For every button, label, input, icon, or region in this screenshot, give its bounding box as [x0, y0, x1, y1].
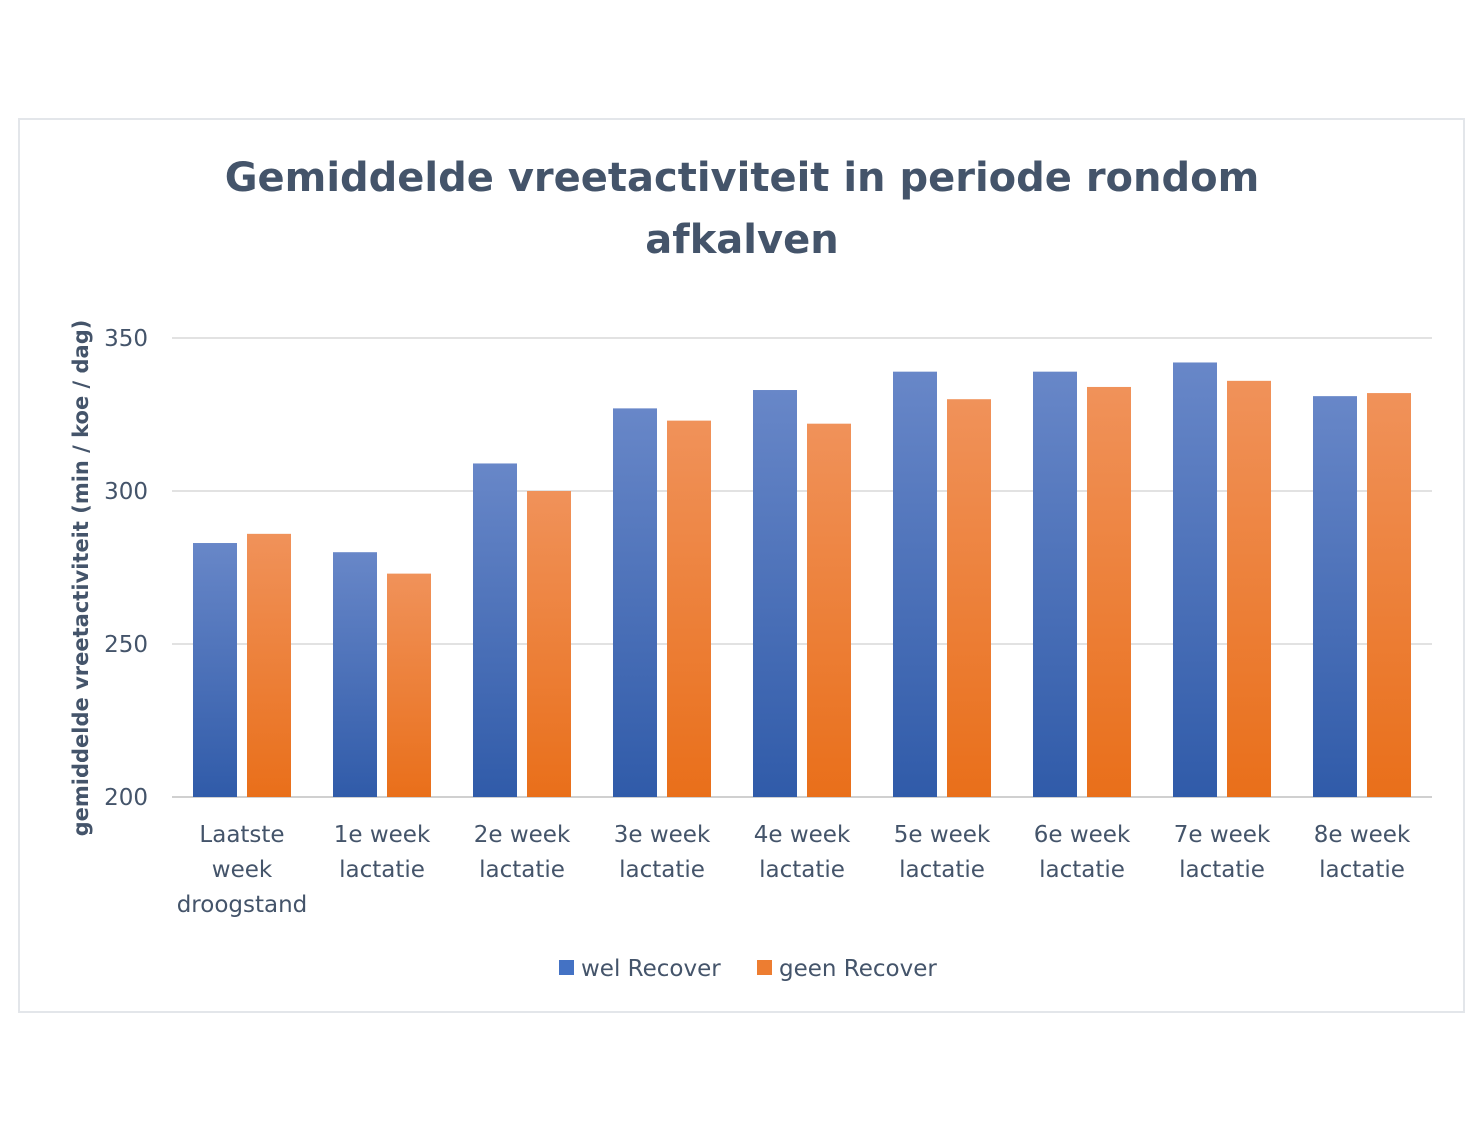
x-category-label: 6e week lactatie [1034, 822, 1131, 883]
bar-geen-recover [387, 573, 431, 797]
chart-title-line: afkalven [645, 217, 838, 263]
bar-geen-recover [947, 399, 991, 797]
x-category-label: 1e week lactatie [334, 822, 431, 883]
legend-swatch [559, 960, 574, 975]
bar-wel-recover [473, 463, 517, 797]
bars [193, 362, 1411, 797]
bar-wel-recover [193, 543, 237, 797]
bar-wel-recover [893, 371, 937, 797]
x-category-label: 8e week lactatie [1314, 822, 1411, 883]
bar-geen-recover [807, 423, 851, 797]
legend-label: wel Recover [581, 956, 721, 982]
x-category-label: 5e week lactatie [894, 822, 991, 883]
x-category-label: 7e week lactatie [1174, 822, 1271, 883]
y-tick-label: 250 [104, 632, 148, 658]
chart-title: Gemiddelde vreetactiviteit in periode ro… [225, 155, 1260, 263]
bar-geen-recover [527, 491, 571, 797]
x-category-label: 2e week lactatie [474, 822, 571, 883]
bar-geen-recover [1367, 393, 1411, 797]
bar-wel-recover [333, 552, 377, 797]
x-axis-categories: Laatste week droogstand 1e week lactatie 2e w… [177, 822, 1411, 918]
bar-wel-recover [753, 390, 797, 797]
y-axis-label: gemiddelde vreetactiviteit (min / koe / … [69, 320, 93, 837]
bar-geen-recover [247, 533, 291, 797]
x-category-label: 4e week lactatie [754, 822, 851, 883]
gridlines [172, 337, 1432, 798]
x-category-label: 3e week lactatie [614, 822, 711, 883]
bar-wel-recover [1173, 362, 1217, 797]
legend: wel Recover geen Recover [559, 956, 937, 982]
bar-wel-recover [613, 408, 657, 797]
bar-geen-recover [1227, 380, 1271, 797]
bar-geen-recover [667, 420, 711, 797]
y-tick-label: 200 [104, 785, 148, 811]
legend-label: geen Recover [779, 956, 937, 982]
legend-swatch [757, 960, 772, 975]
bar-wel-recover [1033, 371, 1077, 797]
chart-title-line: Gemiddelde vreetactiviteit in periode ro… [225, 155, 1260, 201]
y-tick-label: 300 [104, 479, 148, 505]
y-tick-label: 350 [104, 326, 148, 352]
bar-geen-recover [1087, 386, 1131, 797]
y-axis-title: gemiddelde vreetactiviteit (min / koe / … [69, 320, 93, 837]
bar-wel-recover [1313, 396, 1357, 797]
x-category-label: Laatste week droogstand [177, 822, 308, 918]
y-axis-ticks: 200 250 300 350 [104, 326, 148, 811]
